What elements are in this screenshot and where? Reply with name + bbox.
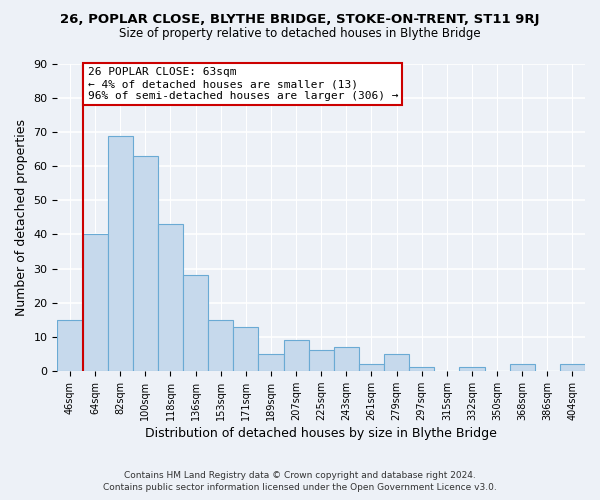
Bar <box>208 320 233 371</box>
Text: 26, POPLAR CLOSE, BLYTHE BRIDGE, STOKE-ON-TRENT, ST11 9RJ: 26, POPLAR CLOSE, BLYTHE BRIDGE, STOKE-O… <box>60 12 540 26</box>
Bar <box>158 224 183 371</box>
X-axis label: Distribution of detached houses by size in Blythe Bridge: Distribution of detached houses by size … <box>145 427 497 440</box>
Bar <box>83 234 107 371</box>
Bar <box>409 368 434 371</box>
Bar <box>133 156 158 371</box>
Bar <box>107 136 133 371</box>
Bar <box>359 364 384 371</box>
Bar <box>259 354 284 371</box>
Text: Size of property relative to detached houses in Blythe Bridge: Size of property relative to detached ho… <box>119 28 481 40</box>
Bar <box>233 326 259 371</box>
Bar <box>384 354 409 371</box>
Bar <box>509 364 535 371</box>
Text: Contains HM Land Registry data © Crown copyright and database right 2024.
Contai: Contains HM Land Registry data © Crown c… <box>103 471 497 492</box>
Y-axis label: Number of detached properties: Number of detached properties <box>15 119 28 316</box>
Text: 26 POPLAR CLOSE: 63sqm
← 4% of detached houses are smaller (13)
96% of semi-deta: 26 POPLAR CLOSE: 63sqm ← 4% of detached … <box>88 68 398 100</box>
Bar <box>308 350 334 371</box>
Bar <box>284 340 308 371</box>
Bar <box>460 368 485 371</box>
Bar <box>560 364 585 371</box>
Bar <box>58 320 83 371</box>
Bar <box>183 276 208 371</box>
Bar <box>334 347 359 371</box>
